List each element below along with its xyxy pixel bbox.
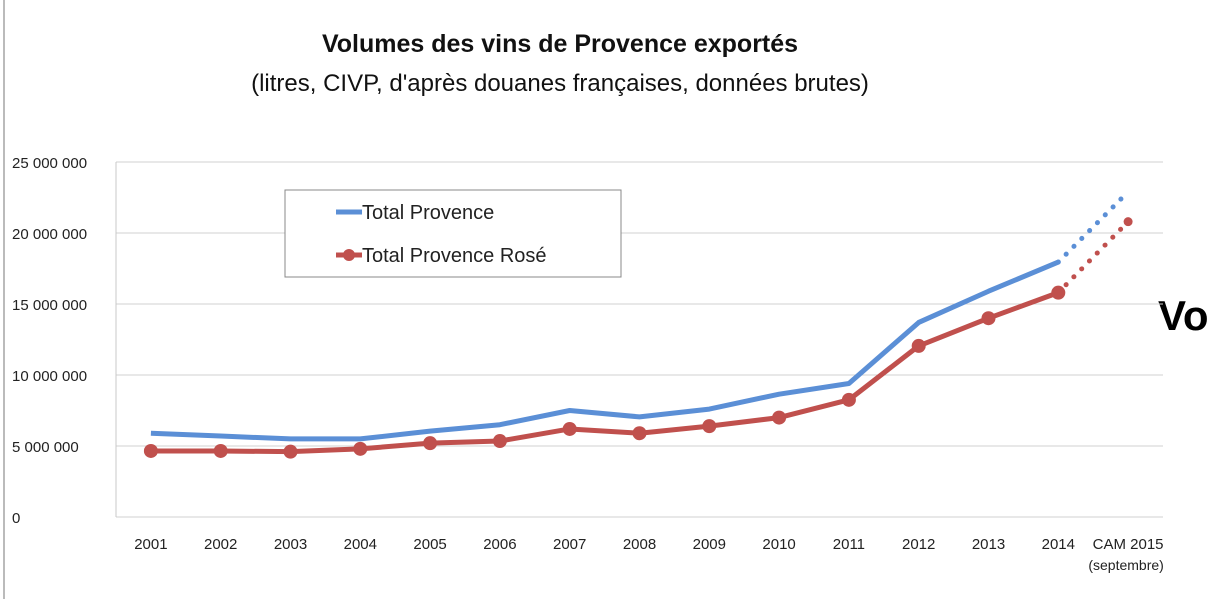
series-projection-line	[1055, 219, 1131, 296]
data-point	[1123, 217, 1133, 227]
y-tick-label: 20 000 000	[12, 226, 87, 243]
cropped-side-text: Vo	[1158, 292, 1209, 339]
data-point	[562, 421, 577, 436]
series-line	[150, 290, 1060, 455]
data-point	[423, 436, 438, 451]
data-point	[492, 434, 507, 449]
data-point	[632, 426, 647, 441]
legend-marker	[343, 249, 355, 261]
x-tick-label: 2004	[344, 536, 377, 553]
x-tick-label: 2007	[553, 536, 586, 553]
x-tick-label: 2005	[413, 536, 446, 553]
chart-subtitle: (litres, CIVP, d'après douanes française…	[251, 70, 869, 97]
x-tick-label: 2012	[902, 536, 935, 553]
legend-box	[284, 189, 622, 278]
series-projection-line	[1055, 189, 1131, 265]
legend-label: Total Provence Rosé	[362, 245, 547, 267]
x-tick-label: 2008	[623, 536, 656, 553]
y-tick-label: 10 000 000	[12, 368, 87, 385]
data-point	[1051, 285, 1066, 300]
series-line	[150, 259, 1060, 442]
chart-title: Volumes des vins de Provence exportés	[321, 30, 799, 58]
x-tick-label: 2006	[483, 536, 516, 553]
data-point	[702, 419, 717, 434]
x-tick-label: 2014	[1042, 536, 1075, 553]
x-tick-label: 2009	[693, 536, 726, 553]
data-point	[143, 443, 158, 458]
y-tick-label: 15 000 000	[12, 297, 87, 314]
data-point	[772, 410, 787, 425]
x-tick-label: 2011	[833, 536, 865, 553]
x-tick-label: 2013	[972, 536, 1005, 553]
y-tick-label: 5 000 000	[12, 439, 79, 456]
y-tick-label: 0	[12, 510, 20, 527]
x-tick-note: (septembre)	[1088, 557, 1163, 573]
data-point	[911, 338, 926, 353]
x-tick-label: 2002	[204, 536, 237, 553]
data-point	[213, 443, 228, 458]
y-tick-label: 25 000 000	[12, 155, 87, 172]
x-tick-label: 2003	[274, 536, 307, 553]
x-tick-label: CAM 2015	[1093, 536, 1164, 553]
slide-border	[3, 0, 5, 599]
legend-label: Total Provence	[362, 202, 494, 224]
data-point	[283, 444, 298, 459]
data-point	[981, 311, 996, 326]
x-tick-label: 2001	[134, 536, 167, 553]
data-point	[353, 441, 368, 456]
data-point	[841, 392, 856, 407]
x-tick-label: 2010	[762, 536, 795, 553]
